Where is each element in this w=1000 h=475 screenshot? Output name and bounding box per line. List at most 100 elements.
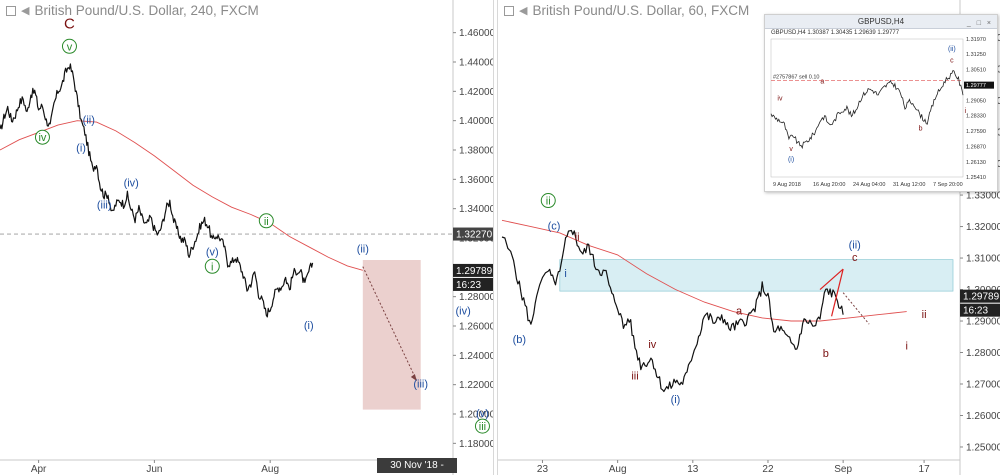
y-tick-label: 1.28000 xyxy=(459,292,493,303)
inset-price-line xyxy=(770,69,964,150)
wave-label: i xyxy=(564,268,566,280)
x-tick-label: 23 xyxy=(537,464,549,475)
y-tick-label: 1.36000 xyxy=(459,175,493,186)
x-tick-label: Aug xyxy=(261,464,279,475)
square-icon[interactable] xyxy=(6,5,16,16)
y-tick-label: 1.34000 xyxy=(459,204,493,215)
y-tick-label: 1.38000 xyxy=(459,146,493,157)
y-tick-label: 1.25000 xyxy=(966,442,1000,453)
trendline xyxy=(830,268,844,317)
triangle-icon: ◀ xyxy=(519,5,528,17)
y-tick-label: 1.18000 xyxy=(459,439,493,450)
y-tick-label: 1.44000 xyxy=(459,58,493,69)
wave-label: (i) xyxy=(76,142,86,154)
wave-label: (ii) xyxy=(849,240,861,252)
inset-y-tick-label: 1.26130 xyxy=(966,160,986,166)
y-tick-label: 1.26000 xyxy=(966,411,1000,422)
wave-label-circle xyxy=(34,129,50,145)
wave-label-circle xyxy=(61,38,77,54)
inset-y-tick-label: 1.30510 xyxy=(966,68,986,74)
wave-label: iv xyxy=(38,132,46,144)
right-chart-panel: 1.380001.370001.360001.350001.340001.330… xyxy=(497,0,1000,475)
moving-average-line xyxy=(0,120,363,271)
wave-label: (c) xyxy=(548,221,561,233)
inset-plot-area xyxy=(770,38,964,178)
crosshair-price-tag: 1.32270 xyxy=(456,230,493,241)
wave-label: a xyxy=(736,306,743,318)
crosshair-price-tag-bg xyxy=(453,227,493,241)
y-tick-label: 1.31000 xyxy=(966,254,1000,265)
wave-label: (iii) xyxy=(97,200,112,212)
last-price-tag-bg xyxy=(453,263,493,277)
countdown-tag-bg xyxy=(960,303,1000,317)
wave-label: C xyxy=(64,15,75,32)
last-price-tag-bg xyxy=(960,289,1000,303)
inset-title: GBPUSD,H4 xyxy=(857,17,905,26)
inset-y-tick-label: 1.31970 xyxy=(966,37,986,43)
inset-wave-label: i xyxy=(964,108,966,115)
y-tick-label: 1.27000 xyxy=(966,380,1000,391)
right-chart-title: British Pound/U.S. Dollar, 60, FXCM xyxy=(532,3,750,18)
countdown-tag-bg xyxy=(453,277,493,291)
inset-y-tick-label: 1.28330 xyxy=(966,114,986,120)
inset-wave-label: v xyxy=(789,146,793,153)
wave-label: (ii) xyxy=(357,244,369,256)
x-tick-label: Jun xyxy=(146,464,162,475)
wave-label: ii xyxy=(575,232,580,244)
wave-label-circle xyxy=(540,193,556,209)
inset-y-tick-label: 1.26870 xyxy=(966,144,986,150)
last-price-tag: 1.29789 xyxy=(456,266,493,277)
wave-label: c xyxy=(852,252,858,264)
x-tick-label: 13 xyxy=(687,464,699,475)
inset-chart-window[interactable]: GBPUSD,H4 _ □ × GBPUSD,H4 1.30387 1.3043… xyxy=(764,14,998,192)
wave-label: (i) xyxy=(671,394,681,406)
countdown-tag: 16:23 xyxy=(456,280,481,291)
wave-label: i xyxy=(906,340,908,352)
y-tick-label: 1.32000 xyxy=(966,222,1000,233)
trendline xyxy=(819,268,844,290)
x-tick-label: 22 xyxy=(762,464,774,475)
target-zone xyxy=(559,259,954,292)
inset-y-tick-label: 1.29050 xyxy=(966,98,986,104)
inset-x-tick-label: 16 Aug 20:00 xyxy=(813,182,845,188)
y-tick-label: 1.24000 xyxy=(459,351,493,362)
x-tick-label: 17 xyxy=(919,464,931,475)
inset-title-bar[interactable]: GBPUSD,H4 _ □ × xyxy=(765,15,997,29)
inset-y-tick-label: 1.31250 xyxy=(966,52,986,58)
inset-wave-label: a xyxy=(820,79,824,86)
y-tick-label: 1.26000 xyxy=(459,322,493,333)
left-chart-svg: 1.46000 1.44000 1.42000 1.40000 1.38000 1.360… xyxy=(0,0,493,475)
wave-label: ii xyxy=(546,196,551,208)
wave-label-circle xyxy=(258,213,274,229)
projection-arrow xyxy=(842,292,870,325)
wave-label: b xyxy=(823,348,829,360)
wave-label: i xyxy=(211,261,213,273)
x-tick-label: Apr xyxy=(31,464,47,475)
right-chart-title-bar: ◀ British Pound/U.S. Dollar, 60, FXCM xyxy=(504,3,749,18)
wave-label: (iv) xyxy=(456,305,471,317)
left-chart-panel: 1.46000 1.44000 1.42000 1.40000 1.38000 1.360… xyxy=(0,0,494,475)
inset-y-tick-label: 1.27590 xyxy=(966,129,986,135)
wave-label-circle xyxy=(474,418,490,434)
y-tick-label: 1.20000 xyxy=(459,410,493,421)
y-tick-label: 1.28000 xyxy=(966,348,1000,359)
moving-average-line xyxy=(501,219,907,322)
square-icon[interactable] xyxy=(504,5,514,16)
wave-label: (i) xyxy=(304,320,314,332)
inset-x-tick-label: 7 Sep 20:00 xyxy=(933,182,963,188)
inset-wave-label: (i) xyxy=(788,156,794,163)
wave-label-circle xyxy=(204,258,220,274)
wave-label: iii xyxy=(631,370,638,382)
left-chart-title-bar: ◀ British Pound/U.S. Dollar, 240, FXCM xyxy=(6,3,259,18)
inset-wave-label: c xyxy=(950,58,954,65)
inset-x-tick-label: 31 Aug 12:00 xyxy=(893,182,925,188)
inset-y-tick-label: 1.25410 xyxy=(966,175,986,181)
inset-window-buttons[interactable]: _ □ × xyxy=(966,20,993,27)
crosshair-time-label: 30 Nov '18 - 02:00 xyxy=(377,458,457,473)
y-tick-label: 1.40000 xyxy=(459,116,493,127)
projection-zone xyxy=(362,260,421,410)
left-chart-title: British Pound/U.S. Dollar, 240, FXCM xyxy=(34,3,259,18)
wave-label: (v) xyxy=(206,247,219,259)
order-label: #2757867 sell 0.10 xyxy=(773,74,819,80)
x-tick-label: Aug xyxy=(609,464,627,475)
